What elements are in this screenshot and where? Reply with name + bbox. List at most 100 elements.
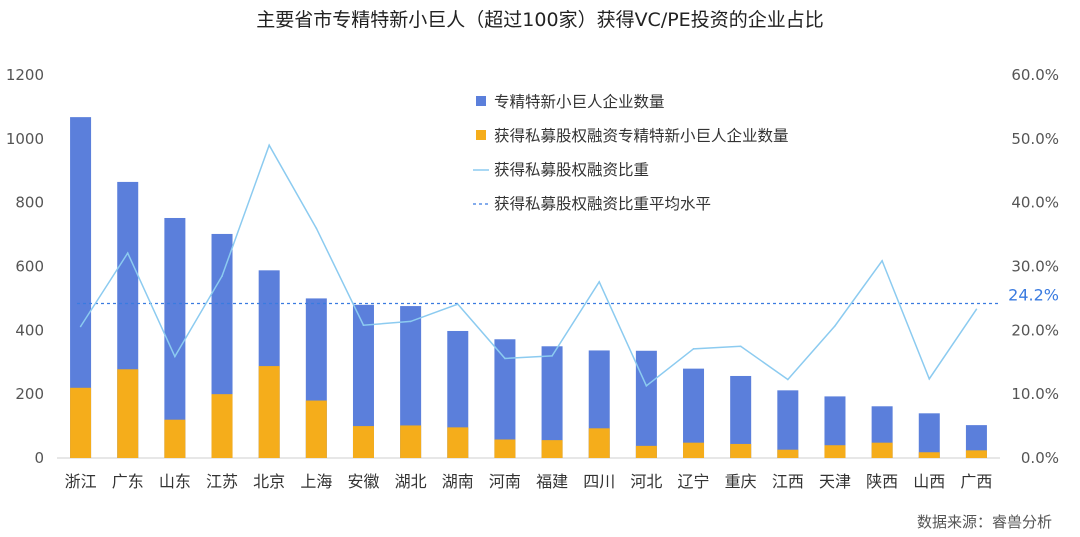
bar-pe (447, 427, 469, 458)
category-label: 山东 (159, 472, 191, 491)
right-tick-label: 20.0% (1011, 321, 1059, 339)
bar-total (635, 350, 657, 458)
ratio-point (126, 252, 129, 254)
bar-total (164, 217, 186, 458)
legend-label: 获得私募股权融资比重 (494, 161, 649, 179)
right-tick-label: 50.0% (1011, 130, 1059, 148)
ratio-point (645, 385, 648, 387)
ratio-line-group (79, 143, 978, 388)
chart-title: 主要省市专精特新小巨人（超过100家）获得VC/PE投资的企业占比 (256, 9, 823, 31)
bar-total (541, 346, 563, 458)
bar-pe (305, 400, 327, 458)
bar-pe (918, 452, 940, 458)
ratio-point (928, 378, 931, 380)
category-label: 浙江 (65, 472, 97, 491)
bar-total (965, 425, 987, 458)
bar-pe (400, 425, 422, 458)
right-tick-label: 30.0% (1011, 258, 1059, 276)
bar-pe (683, 442, 705, 458)
ratio-point (79, 325, 82, 328)
ratio-point (834, 325, 836, 327)
legend-label: 获得私募股权融资比重平均水平 (494, 195, 711, 213)
bar-pe (70, 387, 92, 458)
data-source: 数据来源：睿兽分析 (917, 513, 1052, 531)
left-tick-label: 0 (34, 449, 44, 467)
bar-total (400, 306, 422, 458)
right-axis: 0.0% 10.0% 20.0% 30.0% 40.0% 50.0% 60.0% (1011, 66, 1059, 467)
category-label: 广西 (960, 472, 992, 491)
category-label: 河北 (630, 472, 662, 491)
right-tick-label: 40.0% (1011, 194, 1059, 212)
average-line-group: 24.2% (77, 286, 1059, 305)
bar-total (777, 390, 799, 458)
ratio-point (504, 357, 506, 360)
bar-pe (635, 445, 657, 458)
legend-swatch (476, 130, 486, 140)
bar-total (918, 413, 940, 458)
ratio-line (79, 143, 978, 388)
category-label: 上海 (300, 472, 332, 491)
category-label: 湖南 (442, 472, 474, 491)
bar-pe (777, 449, 799, 458)
bar-pe (730, 443, 752, 458)
legend: 专精特新小巨人企业数量获得私募股权融资专精特新小巨人企业数量获得私募股权融资比重… (473, 93, 789, 213)
bar-total (824, 396, 846, 458)
right-tick-label: 60.0% (1011, 66, 1059, 84)
legend-swatch (476, 96, 486, 106)
bar-pe (211, 394, 233, 458)
ratio-point (739, 345, 742, 348)
bar-pe (494, 439, 516, 458)
bar-total (494, 339, 516, 458)
left-tick-label: 1000 (6, 130, 44, 148)
legend-label: 获得私募股权融资专精特新小巨人企业数量 (494, 127, 789, 145)
category-label: 辽宁 (678, 472, 710, 491)
left-tick-label: 600 (15, 258, 44, 276)
category-label: 安徽 (347, 472, 379, 491)
ratio-point (551, 355, 553, 357)
left-tick-label: 1200 (6, 66, 44, 84)
category-label: 重庆 (725, 472, 757, 491)
category-label: 福建 (536, 472, 568, 491)
category-label: 江苏 (206, 472, 238, 491)
bar-pe (965, 450, 987, 458)
bar-total (70, 117, 92, 458)
category-labels: 浙江 广东 山东 江苏 北京 上海 安徽 湖北 湖南 河南 福建 四川 河北 辽宁 重庆 江西 天津 陕西 山西 广西 (65, 472, 993, 491)
category-label: 山西 (913, 472, 945, 491)
bar-pe (588, 428, 610, 458)
bar-total (683, 368, 705, 458)
left-tick-label: 400 (15, 321, 44, 339)
right-tick-label: 0.0% (1021, 449, 1059, 467)
ratio-point (456, 303, 459, 305)
bar-pe (871, 442, 893, 458)
ratio-point (362, 324, 365, 327)
left-tick-label: 200 (15, 385, 44, 403)
right-tick-label: 10.0% (1011, 385, 1059, 403)
bar-group (70, 117, 987, 458)
legend-label: 专精特新小巨人企业数量 (494, 93, 665, 111)
category-label: 四川 (583, 472, 615, 491)
bar-pe (258, 366, 280, 458)
ratio-point (315, 227, 318, 229)
bar-total (352, 304, 374, 458)
bar-pe (164, 419, 186, 458)
bar-pe (352, 426, 374, 458)
ratio-point (881, 259, 883, 262)
ratio-point (409, 320, 412, 323)
category-label: 北京 (253, 472, 285, 491)
left-axis: 0 200 400 600 800 1000 1200 (6, 66, 44, 467)
ratio-point (598, 281, 601, 283)
category-label: 江西 (772, 472, 804, 491)
category-label: 湖北 (395, 472, 427, 491)
category-label: 陕西 (866, 472, 898, 491)
ratio-point (268, 144, 270, 147)
category-label: 河南 (489, 472, 521, 491)
category-label: 广东 (112, 472, 144, 491)
average-value-label: 24.2% (1008, 286, 1059, 305)
category-label: 天津 (819, 472, 851, 491)
ratio-point (221, 275, 223, 277)
ratio-point (787, 378, 789, 381)
ratio-point (174, 355, 176, 358)
bar-pe (824, 445, 846, 458)
bar-pe (117, 369, 139, 458)
